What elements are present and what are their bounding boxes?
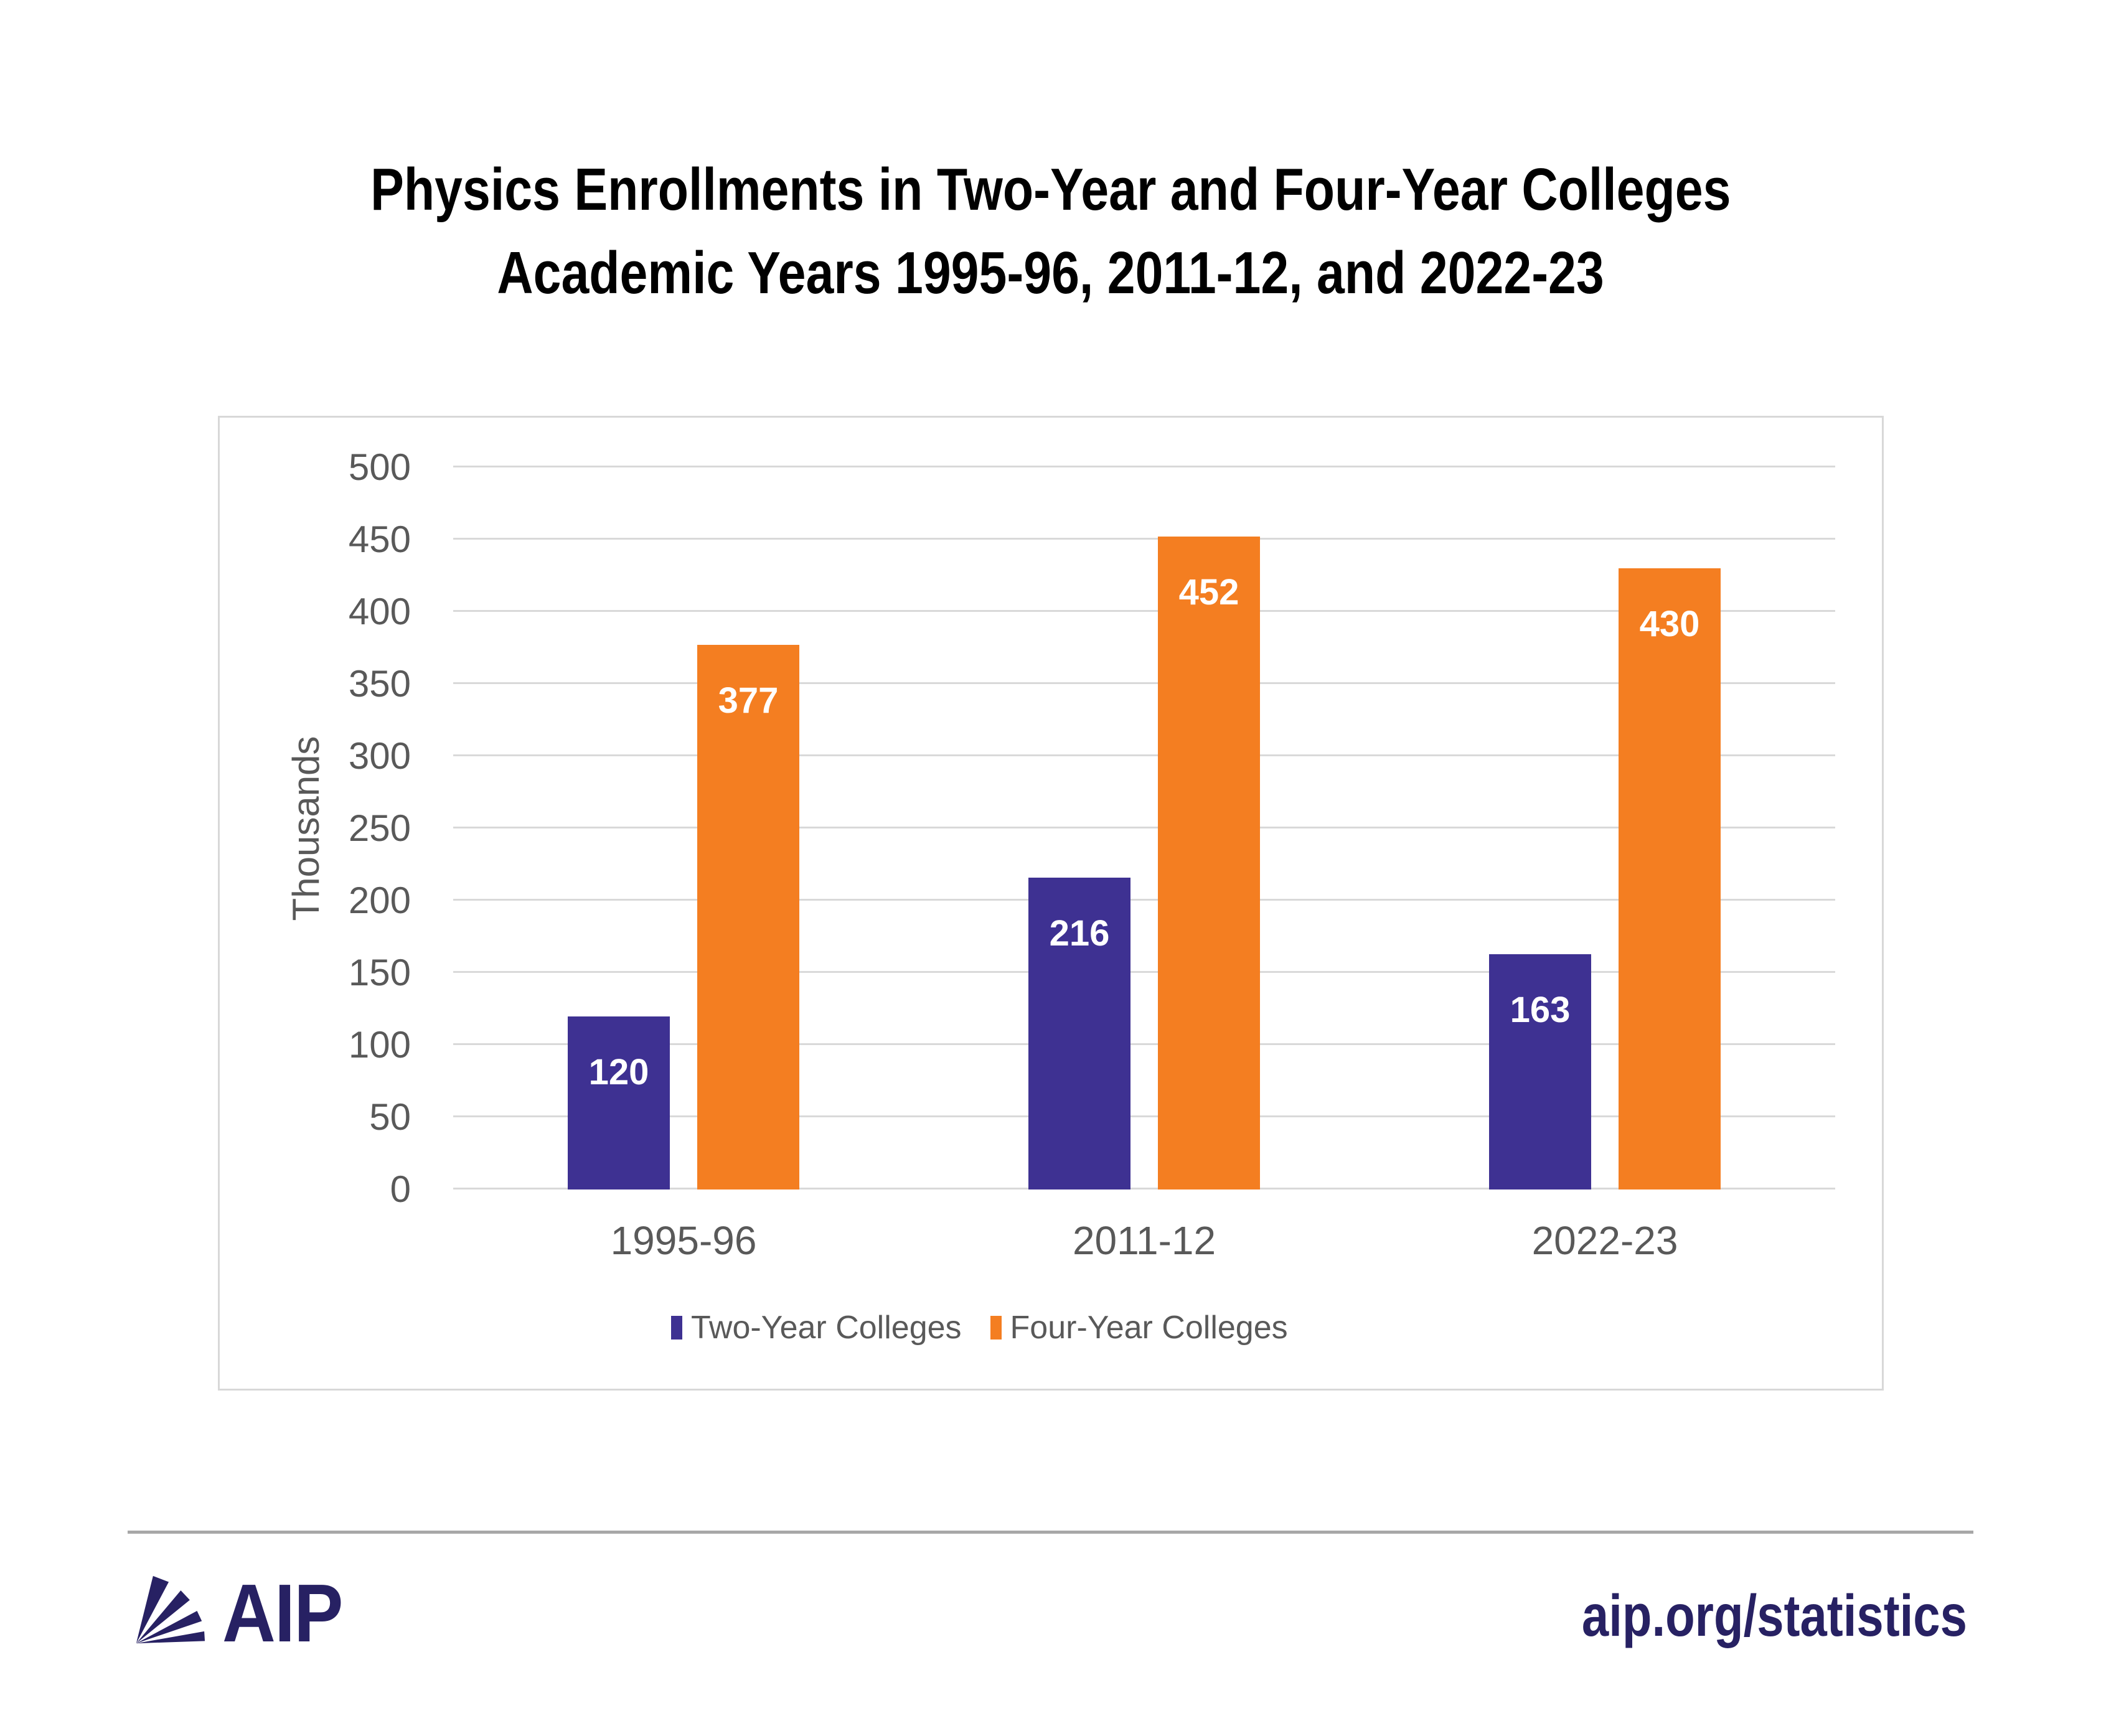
chart-title-line-2: Academic Years 1995-96, 2011-12, and 202…	[0, 232, 2101, 315]
chart-title-line-2-text: Academic Years 1995-96, 2011-12, and 202…	[497, 240, 1604, 306]
legend-label-two-year: Two-Year Colleges	[691, 1310, 962, 1346]
footer-divider	[128, 1531, 1973, 1534]
gridline-150	[453, 971, 1835, 973]
gridline-0	[453, 1188, 1835, 1189]
bar-four-year-2022-23: 430	[1619, 568, 1721, 1189]
aip-logo: AIP	[133, 1567, 355, 1659]
y-tick-450: 450	[348, 518, 411, 560]
bar-value-label: 163	[1510, 989, 1571, 1030]
y-tick-150: 150	[348, 952, 411, 993]
y-axis-ticks: 500 450 400 350 300 250 200 150 100 50 0	[220, 449, 411, 1208]
chart-title: Physics Enrollments in Two-Year and Four…	[0, 148, 2101, 315]
bar-group-2022-23: 163 430	[1375, 467, 1835, 1189]
legend: Two-Year Colleges Four-Year Colleges	[671, 1309, 1288, 1346]
y-tick-500: 500	[348, 446, 411, 488]
chart-title-line-1: Physics Enrollments in Two-Year and Four…	[0, 148, 2101, 232]
x-label-2022-23: 2022-23	[1531, 1218, 1678, 1263]
gridline-250	[453, 827, 1835, 828]
bar-two-year-2011-12: 216	[1028, 877, 1130, 1189]
bar-value-label: 216	[1049, 913, 1110, 954]
legend-item-four-year: Four-Year Colleges	[990, 1309, 1288, 1346]
gridline-350	[453, 682, 1835, 684]
x-label-2011-12: 2011-12	[1072, 1218, 1216, 1263]
gridline-200	[453, 899, 1835, 901]
aip-statistics-link[interactable]: aip.org/statistics	[1581, 1583, 1967, 1649]
gridline-100	[453, 1043, 1835, 1045]
y-tick-400: 400	[348, 591, 411, 632]
gridline-500	[453, 466, 1835, 467]
bar-two-year-1995-96: 120	[568, 1016, 670, 1189]
bar-group-2011-12: 216 452	[914, 467, 1375, 1189]
bar-group-1995-96: 120 377	[453, 467, 914, 1189]
gridline-400	[453, 610, 1835, 612]
four-year-legend-swatch-icon	[990, 1316, 1002, 1340]
x-axis-labels: 1995-96 2011-12 2022-23	[453, 1218, 1835, 1264]
legend-item-two-year: Two-Year Colleges	[671, 1309, 962, 1346]
bar-four-year-2011-12: 452	[1158, 537, 1260, 1189]
bar-four-year-1995-96: 377	[697, 645, 799, 1189]
y-tick-350: 350	[348, 663, 411, 705]
bar-value-label: 452	[1178, 572, 1239, 613]
y-tick-250: 250	[348, 807, 411, 849]
gridline-300	[453, 754, 1835, 756]
gridline-450	[453, 538, 1835, 540]
plot-area: 120 377 216 452 163	[453, 466, 1835, 1189]
aip-logo-text: AIP	[222, 1567, 343, 1659]
y-tick-100: 100	[348, 1024, 411, 1066]
legend-label-four-year: Four-Year Colleges	[1010, 1310, 1288, 1346]
bar-two-year-2022-23: 163	[1489, 954, 1591, 1189]
chart-title-line-1-text: Physics Enrollments in Two-Year and Four…	[370, 156, 1731, 223]
y-tick-200: 200	[348, 880, 411, 921]
two-year-legend-swatch-icon	[671, 1316, 682, 1340]
y-tick-300: 300	[348, 735, 411, 777]
bar-value-label: 377	[718, 680, 779, 721]
y-tick-50: 50	[369, 1096, 411, 1138]
bar-value-label: 120	[588, 1051, 649, 1092]
aip-rays-icon	[133, 1574, 206, 1651]
gridline-50	[453, 1115, 1835, 1117]
x-label-1995-96: 1995-96	[610, 1218, 757, 1263]
chart-area: Thousands 500 450 400 350 300 250 200 15…	[218, 416, 1884, 1391]
bar-value-label: 430	[1639, 604, 1700, 645]
y-tick-0: 0	[390, 1168, 411, 1210]
bar-groups: 120 377 216 452 163	[453, 467, 1835, 1189]
